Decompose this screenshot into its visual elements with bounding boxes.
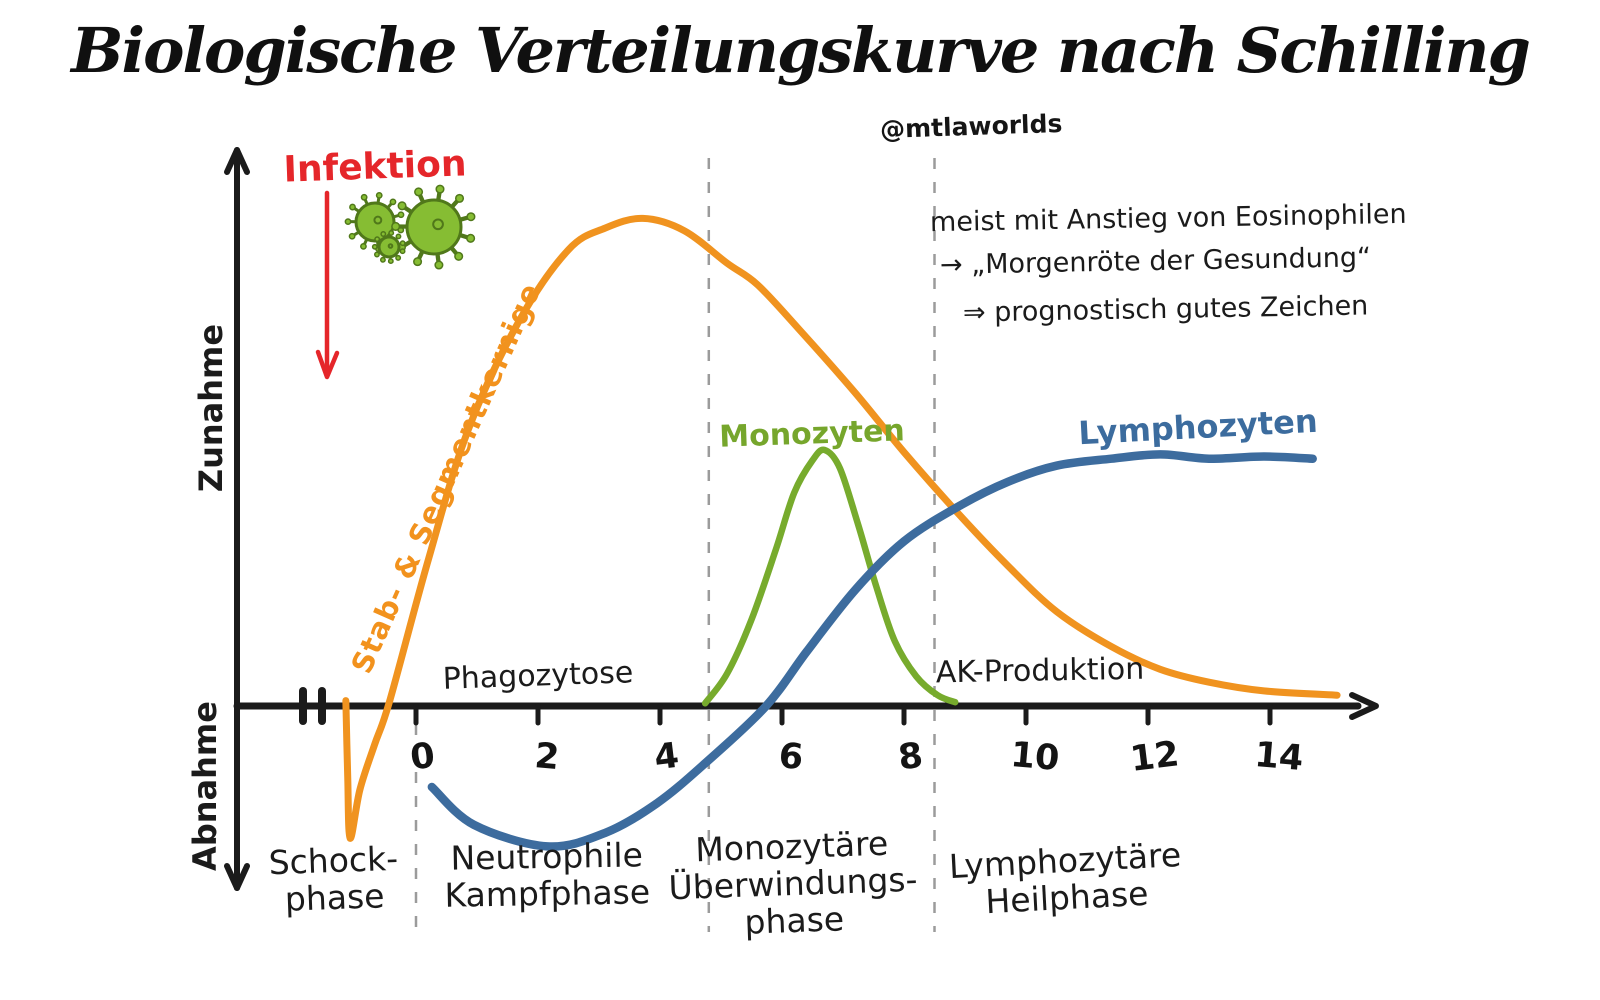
x-tick-label: 0 <box>408 736 437 779</box>
phase-label-kampfphase: Neutrophile Kampfphase <box>444 835 651 915</box>
series-lymphozyten-curve <box>427 450 1317 851</box>
phase-label-line: Schock- <box>268 838 399 883</box>
x-tick-label: 8 <box>896 736 925 779</box>
annotation-phagozytose: Phagozytose <box>442 655 634 697</box>
infection-arrow-icon <box>315 349 340 380</box>
annotation-ak-produktion: AK-Produktion <box>935 651 1145 691</box>
y-axis-label-increase: Zunahme <box>192 323 230 493</box>
y-axis-arrowhead-top <box>224 147 250 175</box>
x-axis-arrowhead <box>1349 692 1379 720</box>
phase-label-line: phase <box>284 876 386 919</box>
x-tick-label: 10 <box>1009 735 1061 779</box>
infection-label: Infektion <box>282 143 468 191</box>
y-axis-label-decrease: Abnahme <box>186 701 224 871</box>
x-tick-label: 6 <box>777 736 805 778</box>
y-axis-arrowhead-bottom <box>224 863 250 891</box>
phase-label-line: Kampfphase <box>444 872 651 915</box>
series-monozyten-curve <box>701 446 959 707</box>
phase-label-schockphase: Schock- phase <box>268 838 400 919</box>
phase-label-ueberwindungsphase: Monozytäre Überwindungs- phase <box>667 824 920 944</box>
virus-icon <box>371 230 406 265</box>
x-tick-label: 4 <box>652 736 681 779</box>
x-tick-label: 2 <box>533 736 561 778</box>
phase-label-line: Überwindungs- <box>667 859 919 908</box>
phase-label-line: Neutrophile <box>450 835 644 878</box>
phase-label-heilphase: Lymphozytäre Heilphase <box>948 835 1184 922</box>
series-label-monozyten: Monozyten <box>718 413 906 455</box>
page-title: Biologische Verteilungskurve nach Schill… <box>71 14 1531 87</box>
virus-icon <box>391 184 476 270</box>
x-tick-label: 14 <box>1253 735 1305 779</box>
series-stab-segmentkernige-curve <box>342 214 1341 842</box>
x-tick-label: 12 <box>1128 734 1181 780</box>
